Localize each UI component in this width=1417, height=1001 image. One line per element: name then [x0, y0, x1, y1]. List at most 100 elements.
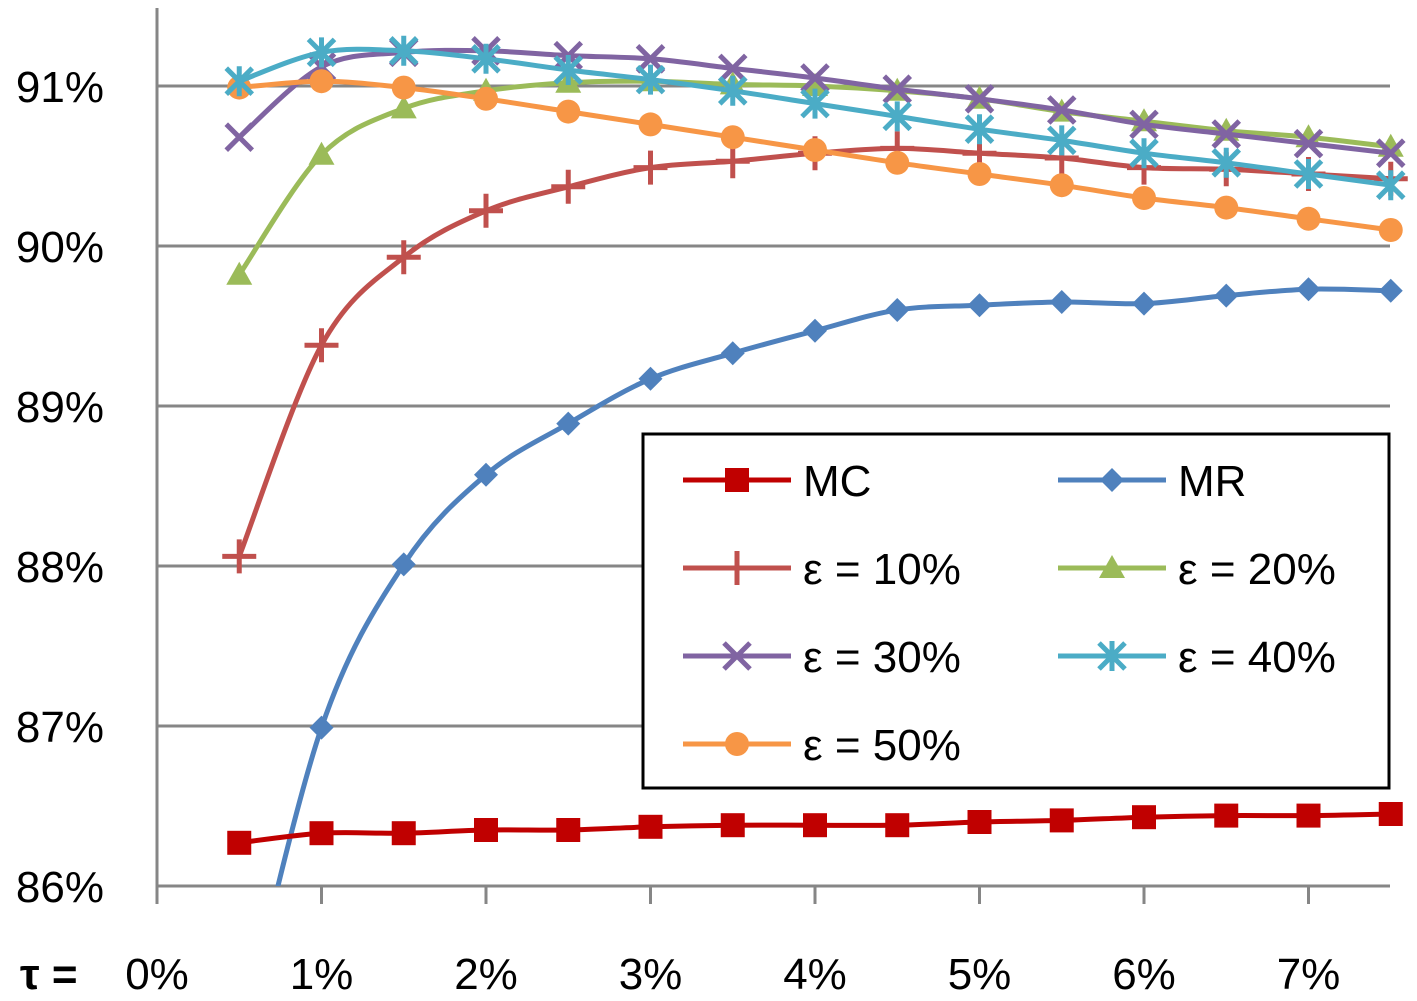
data-point — [556, 99, 581, 124]
data-point — [1049, 290, 1074, 314]
x-axis-label: τ = — [20, 950, 78, 999]
data-point — [885, 150, 910, 175]
data-point — [638, 366, 663, 391]
data-point — [717, 75, 748, 106]
data-point — [474, 462, 498, 487]
data-point — [885, 298, 910, 322]
data-point — [1132, 291, 1156, 316]
data-point — [553, 55, 584, 85]
legend-item: ε = 20% — [1058, 545, 1336, 594]
data-point — [1046, 95, 1077, 125]
legend-item: MC — [683, 457, 871, 506]
data-point — [1211, 147, 1242, 178]
data-point — [222, 539, 257, 574]
data-point — [1296, 277, 1321, 302]
data-point — [1046, 125, 1077, 156]
data-point — [1293, 159, 1324, 189]
series-mr — [275, 277, 1403, 886]
data-point — [391, 75, 416, 100]
data-point — [803, 318, 827, 343]
data-point — [309, 69, 334, 94]
y-tick-label: 91% — [16, 63, 104, 112]
data-point — [1375, 170, 1406, 201]
x-tick-label: 4% — [783, 950, 847, 999]
legend-marker — [720, 551, 754, 585]
data-point — [720, 813, 745, 838]
data-point — [964, 84, 995, 114]
legend-label: MC — [803, 457, 871, 506]
data-point — [309, 821, 334, 846]
data-point — [882, 74, 913, 104]
series--50- — [227, 69, 1403, 242]
tick-labels: 86% 87% 88% 89% 90% 91% 0% 1% 2% 3% 4% 5% 6% 7% — [16, 63, 1340, 999]
legend-marker — [722, 641, 752, 671]
data-point — [227, 830, 252, 855]
data-point — [469, 193, 503, 228]
data-point — [885, 813, 910, 838]
y-tick-label: 87% — [16, 703, 104, 752]
data-point — [1129, 138, 1159, 169]
x-tick-label: 6% — [1112, 950, 1176, 999]
data-point — [1049, 808, 1074, 833]
y-tick-label: 90% — [16, 223, 104, 272]
data-point — [1293, 128, 1324, 159]
data-point — [226, 261, 253, 285]
legend-label: ε = 40% — [1178, 633, 1336, 682]
series-line — [275, 286, 1391, 886]
data-point — [803, 138, 827, 162]
data-point — [556, 411, 581, 436]
data-point — [717, 53, 748, 84]
series-layer — [222, 35, 1408, 886]
legend-item: ε = 30% — [683, 633, 961, 682]
data-point — [1296, 206, 1321, 231]
legend-label: ε = 30% — [803, 633, 961, 682]
data-point — [308, 141, 335, 165]
data-point — [391, 552, 416, 577]
data-point — [1211, 119, 1242, 149]
data-point — [391, 821, 416, 846]
data-point — [1375, 138, 1406, 168]
legend-label: ε = 50% — [803, 721, 961, 770]
data-point — [720, 125, 745, 150]
legend-label: ε = 10% — [803, 545, 961, 594]
data-point — [638, 814, 663, 839]
legend-label: ε = 20% — [1178, 545, 1336, 594]
legend-marker — [1097, 641, 1127, 671]
x-tick-label: 3% — [619, 950, 683, 999]
y-tick-label: 86% — [16, 863, 104, 912]
data-point — [635, 64, 666, 95]
data-point — [224, 66, 255, 97]
series-line — [236, 145, 1391, 558]
x-tick-label: 5% — [948, 950, 1012, 999]
data-point — [474, 86, 498, 111]
data-point — [1296, 803, 1321, 828]
data-point — [1378, 802, 1403, 826]
legend-marker — [725, 732, 749, 756]
data-point — [1378, 218, 1403, 242]
data-point — [1132, 186, 1156, 210]
data-point — [1132, 805, 1156, 830]
data-point — [551, 169, 586, 204]
data-point — [1049, 173, 1074, 198]
x-tick-label: 0% — [125, 950, 189, 999]
data-point — [224, 122, 255, 152]
data-point — [388, 35, 419, 66]
data-point — [800, 63, 830, 93]
data-point — [471, 43, 501, 74]
y-tick-label: 89% — [16, 383, 104, 432]
data-point — [638, 112, 663, 137]
data-point — [964, 114, 995, 145]
data-point — [633, 150, 668, 185]
legend-item: ε = 50% — [683, 721, 961, 770]
data-point — [1214, 283, 1239, 308]
x-tick-label: 2% — [454, 950, 518, 999]
data-point — [309, 715, 334, 740]
legend-marker — [725, 468, 749, 492]
x-tick-label: 1% — [290, 950, 354, 999]
data-point — [967, 810, 992, 834]
legend-marker — [1099, 555, 1125, 578]
y-tick-label: 88% — [16, 543, 104, 592]
data-point — [967, 162, 992, 186]
data-point — [720, 341, 745, 366]
